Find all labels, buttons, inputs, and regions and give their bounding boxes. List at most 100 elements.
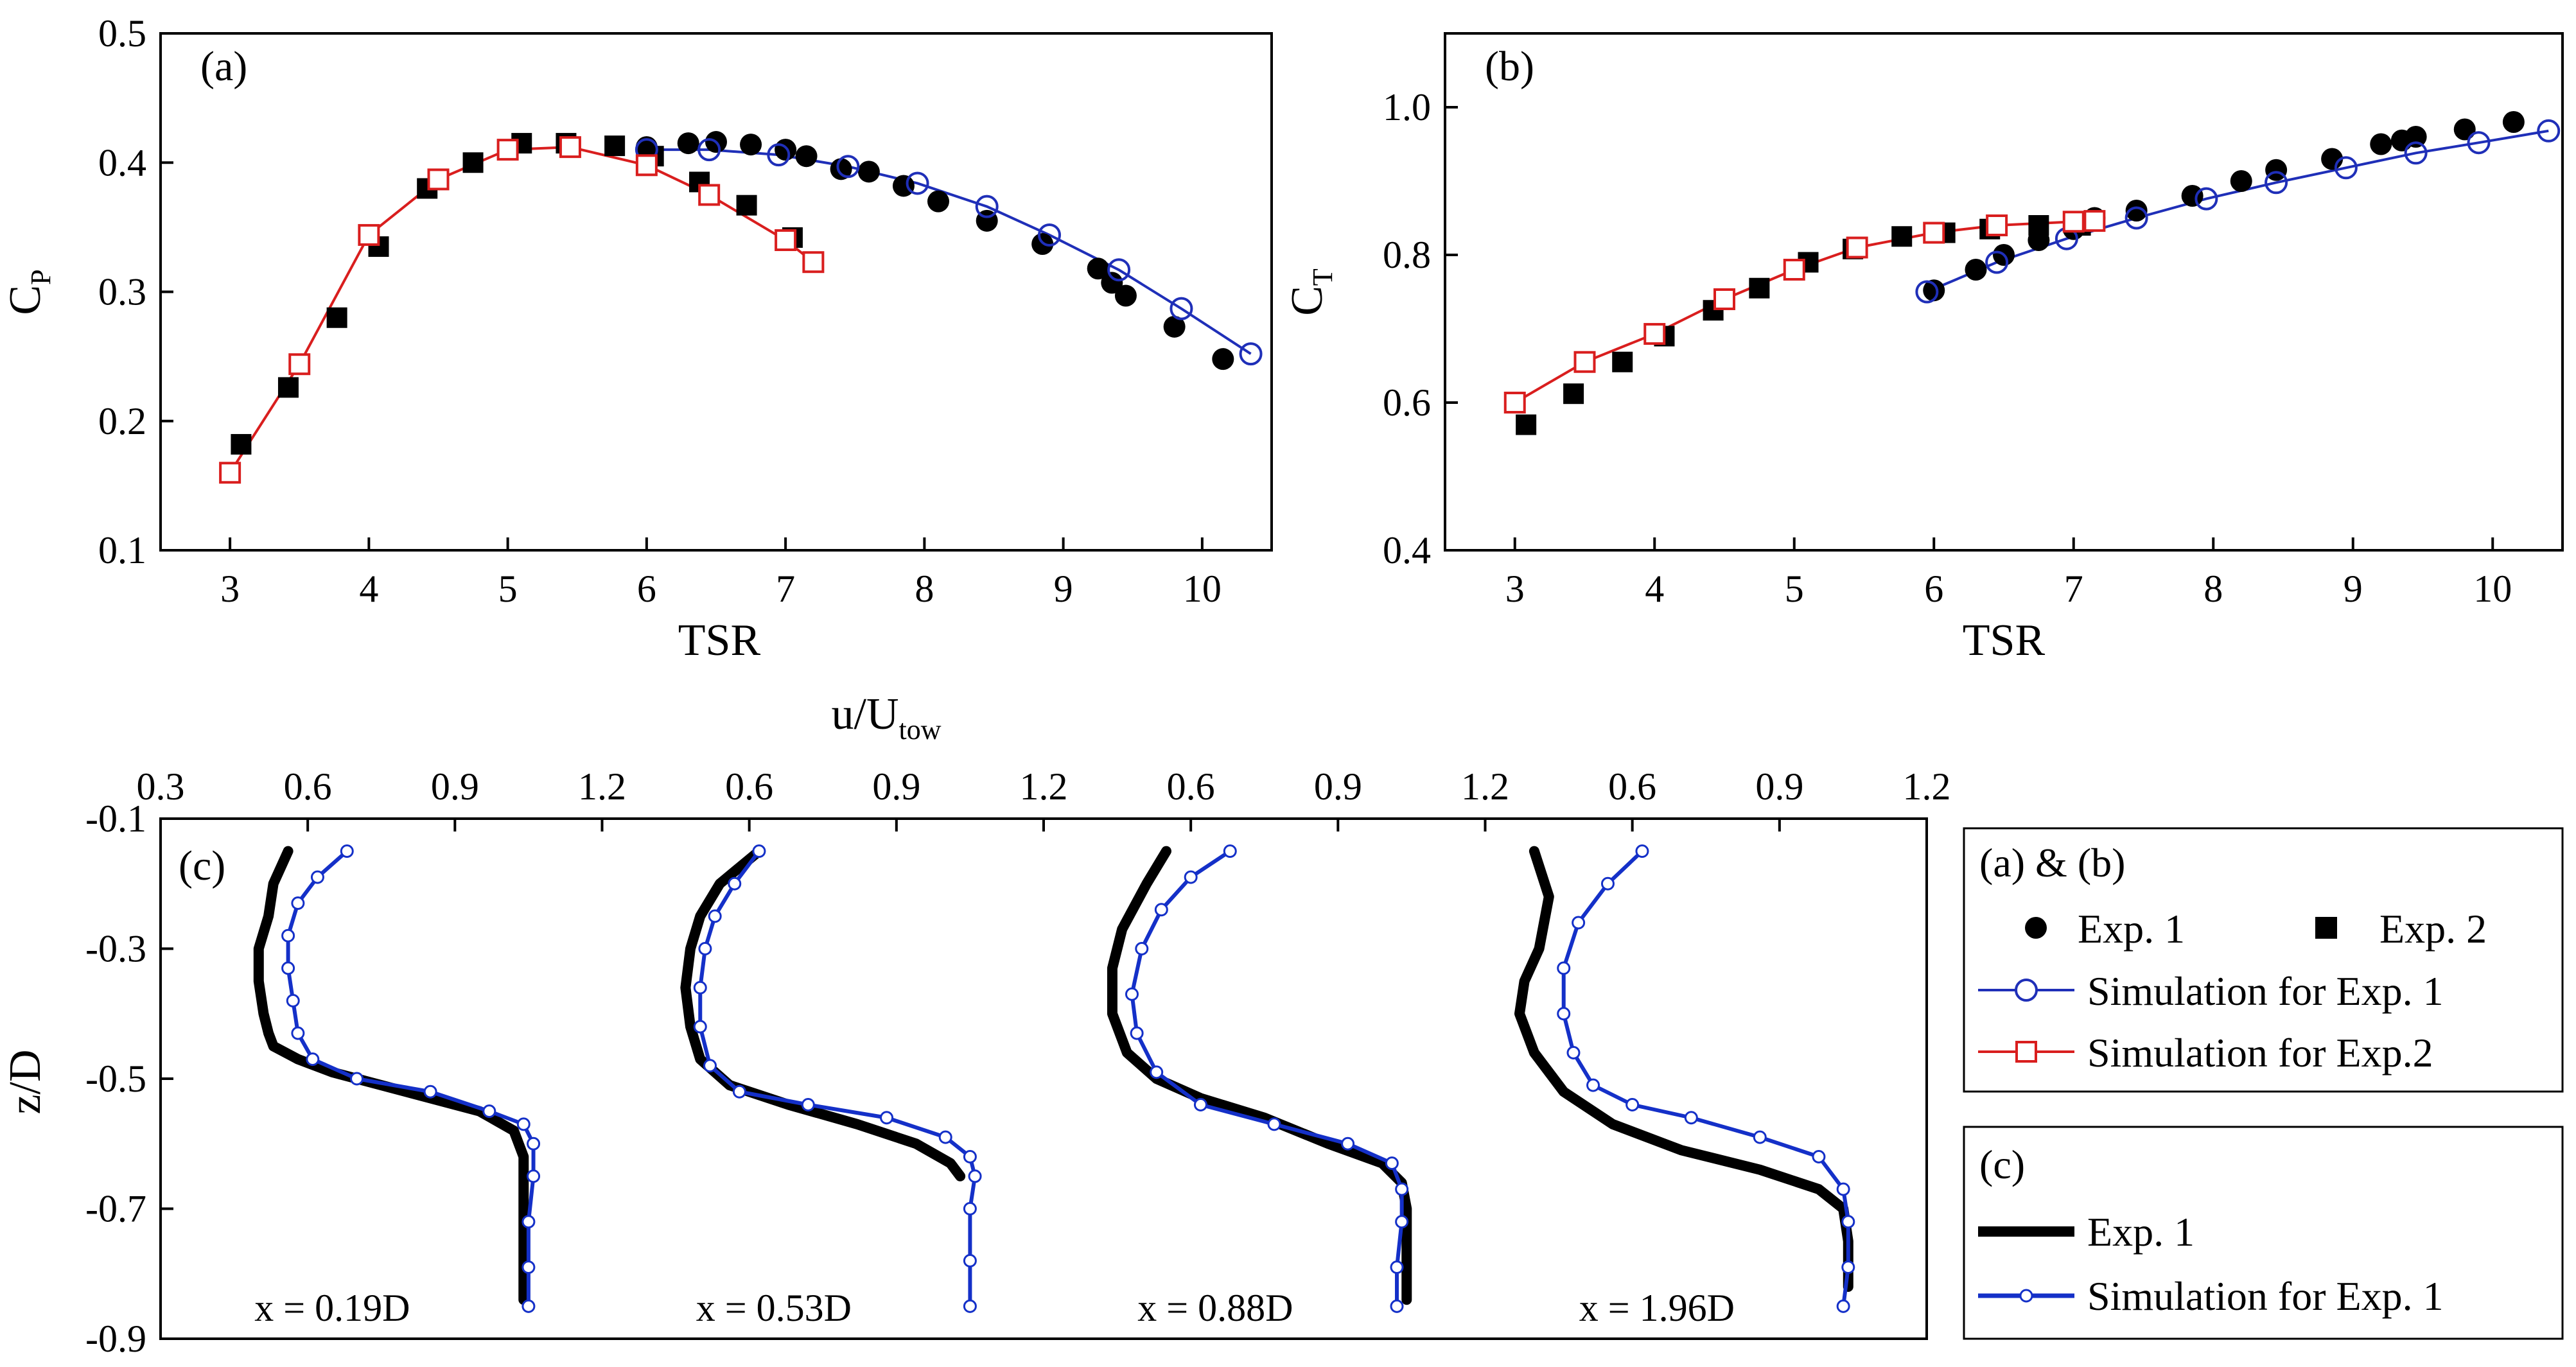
profile-3-sim-point bbox=[1223, 844, 1237, 858]
profile-1-sim-point bbox=[527, 1136, 541, 1151]
profile-2-sim-point bbox=[938, 1130, 952, 1144]
panel-b-ylabel-main: C bbox=[1283, 286, 1332, 316]
panel-c-xtick-label: 0.9 bbox=[1314, 765, 1362, 808]
profile-1-sim-point bbox=[291, 1026, 305, 1040]
profile-4-sim-line bbox=[1561, 849, 1850, 1307]
profile-1-sim-point bbox=[527, 1169, 541, 1183]
panel-b-sim2-point bbox=[2062, 211, 2085, 233]
panel-c-ytick-label: -0.1 bbox=[85, 797, 146, 840]
panel-a-label: (a) bbox=[200, 43, 247, 90]
panel-b-ytick-label: 1.0 bbox=[1383, 86, 1431, 128]
profile-1-sim-point bbox=[350, 1072, 364, 1086]
legend-ab-title: (a) & (b) bbox=[1979, 840, 2125, 885]
profile-4-sim-point bbox=[1841, 1260, 1855, 1275]
panel-c-xtick-label: 0.6 bbox=[1167, 765, 1215, 808]
panel-c-ticks: 0.3 0.6 0.9 1.2 0.6 0.9 1.2 0.6 0.9 1.2 0.6 0.9 1.2 -… bbox=[85, 765, 1950, 1360]
panel-a-series-line-2 bbox=[646, 148, 1252, 355]
panel-a-exp2-point bbox=[231, 433, 252, 455]
panel-a-exp1-point bbox=[677, 132, 699, 155]
profile-3-sim-point bbox=[1150, 1065, 1164, 1079]
panel-b-sim1-point bbox=[2125, 206, 2148, 230]
profile-3-sim-point bbox=[1130, 1026, 1144, 1040]
panel-a-sim1-point bbox=[906, 171, 929, 195]
panel-b-frame bbox=[1444, 32, 2564, 552]
panel-b-sim1-point bbox=[1985, 250, 2009, 274]
panel-a-sim2-point bbox=[775, 229, 797, 251]
panel-a-sim1-point bbox=[1107, 258, 1131, 282]
profile-1-sim-point bbox=[281, 928, 295, 943]
profile-2-sim-point bbox=[693, 1020, 707, 1034]
panel-b-exp2-point bbox=[1612, 351, 1633, 372]
panel-b-series bbox=[1503, 111, 2561, 435]
panel-a-frame bbox=[159, 32, 1273, 552]
panel-a-sim2-point bbox=[698, 184, 721, 206]
panel-b-sim1-point bbox=[1915, 280, 1939, 304]
panel-a-xtick-label: 8 bbox=[915, 568, 934, 610]
panel-a-exp1-point bbox=[1163, 315, 1186, 338]
profile-1-sim-point bbox=[306, 1052, 320, 1067]
panel-a-exp1-point bbox=[830, 158, 852, 180]
panel-c-ytick-label: -0.7 bbox=[85, 1188, 146, 1230]
profile-3-sim-point bbox=[1267, 1117, 1281, 1131]
profile-2-sim-point bbox=[708, 909, 722, 923]
panel-a-ylabel-sub: P bbox=[25, 269, 57, 284]
panel-b-label: (b) bbox=[1485, 43, 1534, 90]
panel-b-sim1-point bbox=[2195, 187, 2218, 211]
panel-c-label: (c) bbox=[179, 842, 225, 889]
panel-a-exp1-point bbox=[927, 190, 949, 213]
panel-b-sim2-point bbox=[1923, 222, 1945, 244]
panel-c-frame bbox=[159, 817, 1928, 1340]
panel-b-sim2-point bbox=[1783, 259, 1805, 281]
panel-a-series-line-3 bbox=[229, 146, 814, 474]
profile-4-sim-point bbox=[1635, 844, 1649, 858]
panel-b-exp1-point bbox=[2230, 170, 2252, 192]
panel-c-xtick-label: 0.6 bbox=[284, 765, 332, 808]
panel-b-xtick-label: 4 bbox=[1645, 568, 1664, 610]
panel-a-xtick-label: 9 bbox=[1054, 568, 1073, 610]
profile-4-sim-point bbox=[1836, 1299, 1850, 1313]
profile-2-sim-point bbox=[728, 876, 742, 891]
profile-1-sim-point bbox=[521, 1215, 536, 1229]
panel-c-xlabel-main: u/U bbox=[832, 690, 899, 739]
panel-c-xtick-label: 0.9 bbox=[431, 765, 479, 808]
profile-4-sim-point bbox=[1625, 1098, 1640, 1111]
profile-2-sim-line bbox=[698, 849, 977, 1307]
panel-b: (b) 3 4 5 6 7 8 9 10 0.4 0.6 0.8 1.0 TSR CT bbox=[1283, 32, 2564, 665]
panel-b-sim1-point bbox=[2265, 171, 2288, 195]
panel-c-ytick-label: -0.5 bbox=[85, 1058, 146, 1100]
panel-b-ytick-label: 0.8 bbox=[1383, 234, 1431, 276]
profile-3-sim-point bbox=[1154, 903, 1168, 917]
panel-c-xtick-label: 1.2 bbox=[578, 765, 626, 808]
legend-ab-exp1: Exp. 1 bbox=[2078, 906, 2185, 952]
profile-4-sim-point bbox=[1836, 1182, 1850, 1196]
legend-c-sim1: Simulation for Exp. 1 bbox=[2087, 1273, 2444, 1319]
panel-b-xtick-label: 5 bbox=[1785, 568, 1804, 610]
profile-3-sim-point bbox=[1390, 1260, 1404, 1275]
panel-b-exp1-point bbox=[2370, 133, 2392, 155]
panel-a-xtick-label: 5 bbox=[498, 568, 518, 610]
legend-ab-exp2: Exp. 2 bbox=[2379, 906, 2487, 952]
panel-a-sim1-point bbox=[1170, 297, 1193, 320]
panel-b-exp1-point bbox=[2502, 111, 2525, 133]
profile-2-sim-point bbox=[963, 1202, 977, 1215]
legend-ab-frame bbox=[1963, 827, 2564, 1093]
profile-1-sim-line bbox=[286, 849, 536, 1307]
profile-2-sim-point bbox=[732, 1084, 746, 1099]
panel-a-exp2-point bbox=[462, 152, 484, 173]
panel-c-ytick-label: -0.9 bbox=[85, 1318, 146, 1360]
profile-3-sim-point bbox=[1341, 1136, 1355, 1151]
panel-b-sim2-point bbox=[1986, 214, 2008, 236]
panel-c-ylabel: z/D bbox=[1, 1049, 50, 1114]
legend-c-sim1-marker bbox=[2019, 1289, 2033, 1303]
panel-b-exp1-point bbox=[2265, 159, 2288, 181]
panel-c-series: x = 0.19D x = 0.53D x = 0.88D x = 1.96D bbox=[253, 844, 1855, 1329]
panel-b-sim1-point bbox=[2334, 156, 2358, 180]
panel-a-sim2-point bbox=[288, 353, 311, 376]
svg-text:CT: CT bbox=[1283, 268, 1338, 316]
profile-2-exp-line bbox=[680, 846, 966, 1181]
panel-a-exp1-point bbox=[795, 145, 818, 168]
panel-a-xtick-label: 6 bbox=[637, 568, 656, 610]
panel-a-sim2-point bbox=[427, 168, 450, 191]
panel-a-exp1-point bbox=[740, 134, 762, 156]
panel-a-exp2-point bbox=[326, 307, 347, 328]
